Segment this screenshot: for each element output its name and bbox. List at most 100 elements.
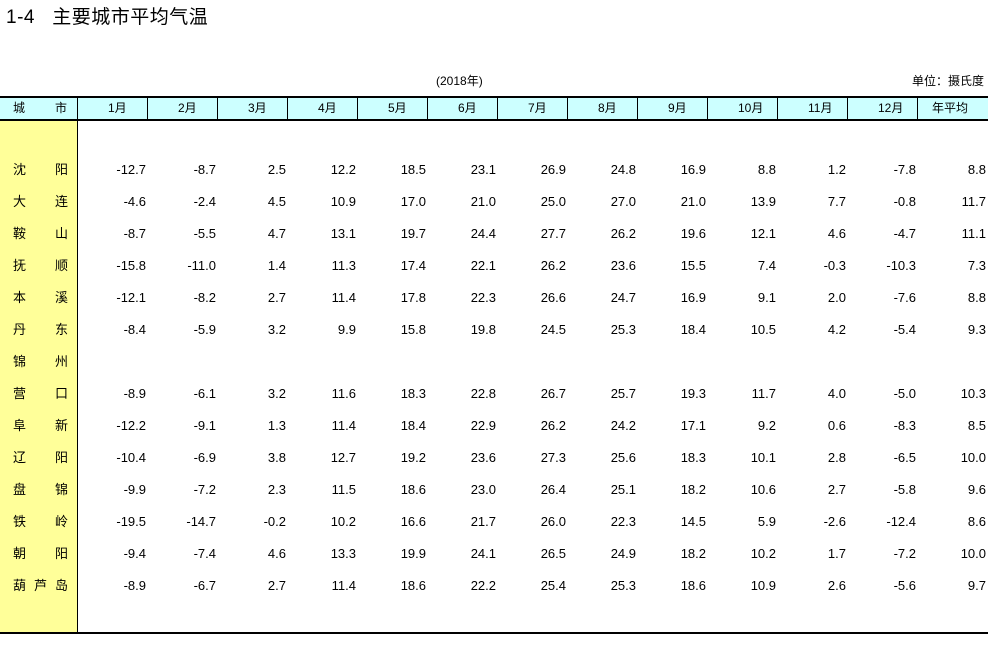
row-month-value: 4.5 [267,194,286,209]
row-city: 朝阳 [0,538,78,570]
table-row: 抚顺 -15.8 -11.0 1.4 11.3 17.4 22.1 26.2 23.6 15.5 7… [0,250,988,282]
row-month-value: 11.6 [331,386,356,401]
row-month-value: 22.9 [470,418,496,433]
row-month-value: -5.4 [893,322,916,337]
row-month-value: 3.2 [267,322,286,337]
row-month-value: -19.5 [116,514,146,529]
row-month-value: 2.7 [827,482,846,497]
row-city-char: 葫 [13,578,27,593]
row-month-value: 9.1 [757,290,776,305]
header-city: 城 市 [0,98,78,119]
unit-note: 单位：摄氏度 [911,74,984,88]
header-month-10: 10月 [708,98,778,119]
row-month-value: 16.9 [680,290,706,305]
table-header: 城 市 1月 2月 3月 4月 5月 6月 7月 8月 9月 10月 11月 1… [0,96,988,121]
row-month-value: 0.6 [827,418,846,433]
row-month-value: 26.7 [540,386,566,401]
row-annual-value: 8.6 [967,514,986,529]
row-month-value: 2.6 [827,578,846,593]
row-month-value: 18.6 [400,482,426,497]
row-month-value: 1.4 [267,258,286,273]
header-month-label: 8月 [598,101,617,115]
row-month-value: 26.2 [540,418,566,433]
row-month-value: 24.2 [610,418,636,433]
row-month-value: 11.4 [331,418,356,433]
row-city: 盘锦 [0,474,78,506]
page-title: 1-4 主要城市平均气温 [6,7,209,28]
header-month-11: 11月 [778,98,848,119]
row-month-value: -8.7 [193,162,216,177]
row-month-value: 25.3 [610,322,636,337]
row-month-value: 10.2 [330,514,356,529]
row-month-value: 2.3 [267,482,286,497]
row-annual-value: 11.1 [961,226,986,241]
row-month-value: 26.2 [540,258,566,273]
row-month-value: 10.9 [330,194,356,209]
row-city-char: 朝 [13,546,27,561]
row-month-value: 26.9 [540,162,566,177]
row-city-char: 溪 [55,290,69,305]
table-row: 锦州 [0,346,988,378]
row-month-value: 7.4 [757,258,776,273]
header-month-label: 5月 [388,101,407,115]
bottom-rule [0,632,988,634]
table-row: 丹东 -8.4 -5.9 3.2 9.9 15.8 19.8 24.5 25.3 18.4 10.5… [0,314,988,346]
row-city-char: 岛 [55,578,69,593]
table-row: 营口 -8.9 -6.1 3.2 11.6 18.3 22.8 26.7 25.7 19.3 11.… [0,378,988,410]
header-month-8: 8月 [568,98,638,119]
row-month-value: 3.2 [267,386,286,401]
table-row: 辽阳 -10.4 -6.9 3.8 12.7 19.2 23.6 27.3 25.6 18.3 10… [0,442,988,474]
header-month-label: 9月 [668,101,687,115]
header-month-label: 12月 [878,101,904,115]
row-city: 阜新 [0,410,78,442]
row-month-value: 17.8 [400,290,426,305]
row-city-char: 锦 [55,482,69,497]
row-month-value: 18.3 [680,450,706,465]
row-month-value: 8.8 [757,162,776,177]
city-column-band [0,96,78,634]
row-month-value: -0.2 [263,514,286,529]
row-month-value: 5.9 [757,514,776,529]
row-month-value: -5.6 [893,578,916,593]
row-city-char: 连 [55,194,69,209]
row-month-value: -0.8 [893,194,916,209]
row-month-value: 24.1 [470,546,496,561]
row-city-char: 盘 [13,482,27,497]
row-month-value: 25.3 [610,578,636,593]
row-month-value: -0.3 [823,258,846,273]
row-month-value: 17.0 [400,194,426,209]
row-month-value: 9.9 [337,322,356,337]
row-city-char: 锦 [13,354,27,369]
row-month-value: 2.5 [267,162,286,177]
row-month-value: 10.6 [750,482,776,497]
header-annual: 年平均 [918,98,988,119]
row-month-value: -5.8 [893,482,916,497]
row-city: 锦州 [0,346,78,378]
row-city: 辽阳 [0,442,78,474]
row-annual-value: 8.8 [967,290,986,305]
row-month-value: 19.8 [470,322,496,337]
row-month-value: 18.6 [400,578,426,593]
row-annual-value: 8.8 [967,162,986,177]
row-month-value: 11.4 [331,290,356,305]
row-month-value: -15.8 [116,258,146,273]
row-month-value: 27.7 [540,226,566,241]
table-row: 盘锦 -9.9 -7.2 2.3 11.5 18.6 23.0 26.4 25.1 18.2 10.… [0,474,988,506]
row-month-value: -12.4 [886,514,916,529]
row-month-value: -7.2 [893,546,916,561]
row-month-value: -9.9 [123,482,146,497]
row-annual-value: 9.6 [967,482,986,497]
table-row: 鞍山 -8.7 -5.5 4.7 13.1 19.7 24.4 27.7 26.2 19.6 12.… [0,218,988,250]
row-month-value: -4.6 [123,194,146,209]
header-month-1: 1月 [78,98,148,119]
row-city-char: 铁 [13,514,27,529]
row-month-value: 19.6 [680,226,706,241]
row-city: 铁岭 [0,506,78,538]
row-month-value: 26.0 [540,514,566,529]
row-month-value: -2.4 [193,194,216,209]
row-month-value: 23.0 [470,482,496,497]
row-month-value: 3.8 [267,450,286,465]
header-month-2: 2月 [148,98,218,119]
row-month-value: -8.3 [893,418,916,433]
row-city-char: 山 [55,226,69,241]
